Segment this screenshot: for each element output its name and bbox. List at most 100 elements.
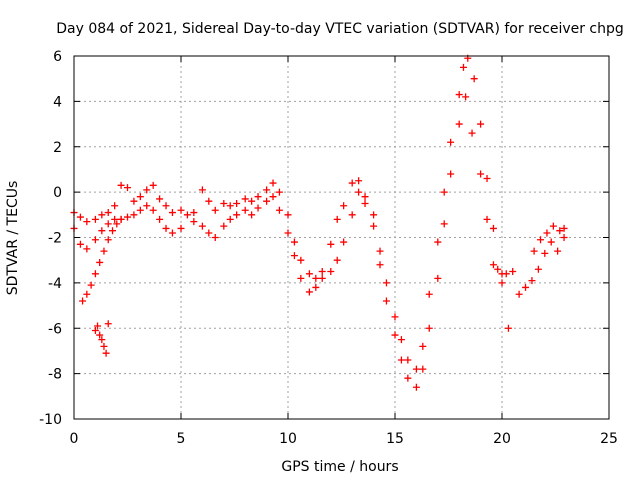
data-point	[162, 224, 170, 232]
data-point	[376, 247, 384, 255]
data-point	[494, 265, 502, 273]
data-point	[419, 342, 427, 350]
y-axis-label: SDTVAR / TECUs	[5, 181, 21, 296]
data-point	[241, 206, 249, 214]
data-point	[98, 336, 106, 344]
data-point	[502, 270, 510, 278]
data-point	[156, 215, 164, 223]
data-point	[248, 197, 256, 205]
data-point	[327, 268, 335, 276]
x-tick-label: 5	[177, 431, 186, 447]
y-tick-label: 4	[53, 94, 62, 110]
data-point	[190, 218, 198, 226]
data-point	[447, 138, 455, 146]
data-point	[275, 206, 283, 214]
data-point	[543, 229, 551, 237]
y-tick-label: 0	[53, 185, 62, 201]
x-tick-label: 15	[386, 431, 404, 447]
data-point	[333, 256, 341, 264]
data-point	[205, 229, 213, 237]
series-track-early-descent	[79, 215, 125, 305]
data-point	[100, 247, 108, 255]
data-point	[318, 268, 326, 276]
data-point	[254, 193, 262, 201]
data-point	[183, 211, 191, 219]
data-point	[547, 238, 555, 246]
data-point	[241, 195, 249, 203]
data-point	[489, 224, 497, 232]
data-point	[462, 93, 470, 101]
data-point	[156, 195, 164, 203]
data-point	[109, 227, 117, 235]
plot-frame	[73, 55, 610, 420]
data-point	[425, 324, 433, 332]
data-point	[220, 222, 228, 230]
data-point	[76, 213, 84, 221]
grid-lines	[74, 56, 609, 419]
data-point	[361, 199, 369, 207]
data-point	[333, 215, 341, 223]
data-point	[198, 222, 206, 230]
data-point	[509, 268, 517, 276]
data-point	[348, 211, 356, 219]
data-point	[440, 188, 448, 196]
data-point	[556, 227, 564, 235]
data-point	[94, 322, 102, 330]
data-point	[98, 227, 106, 235]
series-track-upper	[70, 54, 512, 373]
data-point	[198, 186, 206, 194]
data-point	[355, 177, 363, 185]
data-point	[177, 206, 185, 214]
data-point	[226, 202, 234, 210]
data-point	[136, 206, 144, 214]
data-point	[297, 256, 305, 264]
data-point	[83, 245, 91, 253]
data-point	[168, 229, 176, 237]
series-track-early-dip	[91, 320, 112, 357]
data-point	[549, 222, 557, 230]
data-point	[111, 202, 119, 210]
data-point	[100, 342, 108, 350]
data-point	[404, 356, 412, 364]
data-point	[391, 313, 399, 321]
data-point	[455, 91, 463, 99]
data-point	[76, 240, 84, 248]
data-point	[483, 175, 491, 183]
data-point	[425, 290, 433, 298]
data-point	[124, 184, 131, 192]
data-point	[113, 220, 121, 228]
axis-ticks: 0 5 10 15 20 25 -10 -8 -6 -4 -2 0 2 4 6	[39, 49, 618, 447]
data-point	[284, 229, 292, 237]
data-point	[560, 234, 568, 241]
data-point	[434, 238, 442, 246]
data-point	[130, 211, 138, 219]
y-tick-label: -2	[48, 231, 62, 247]
data-point	[348, 179, 356, 187]
series-track-lower	[70, 93, 497, 391]
data-point	[412, 365, 420, 373]
data-point	[136, 193, 144, 201]
data-point	[104, 236, 112, 244]
data-point	[226, 215, 234, 223]
data-point	[117, 181, 125, 189]
x-tick-label: 25	[600, 431, 618, 447]
data-point	[522, 283, 530, 291]
data-point	[489, 261, 497, 269]
data-point	[162, 202, 170, 210]
data-point	[391, 331, 399, 339]
data-point	[149, 206, 157, 214]
data-point	[233, 211, 241, 219]
data-point	[83, 218, 91, 226]
data-point	[87, 281, 95, 289]
data-point	[312, 283, 320, 291]
data-point	[91, 270, 99, 278]
data-point	[211, 206, 219, 214]
data-point	[117, 215, 125, 223]
data-point	[143, 202, 151, 210]
data-point	[327, 240, 335, 248]
data-point	[284, 211, 292, 219]
data-point	[111, 215, 119, 223]
data-point	[190, 209, 198, 217]
data-point	[455, 120, 463, 128]
data-point	[79, 297, 87, 305]
